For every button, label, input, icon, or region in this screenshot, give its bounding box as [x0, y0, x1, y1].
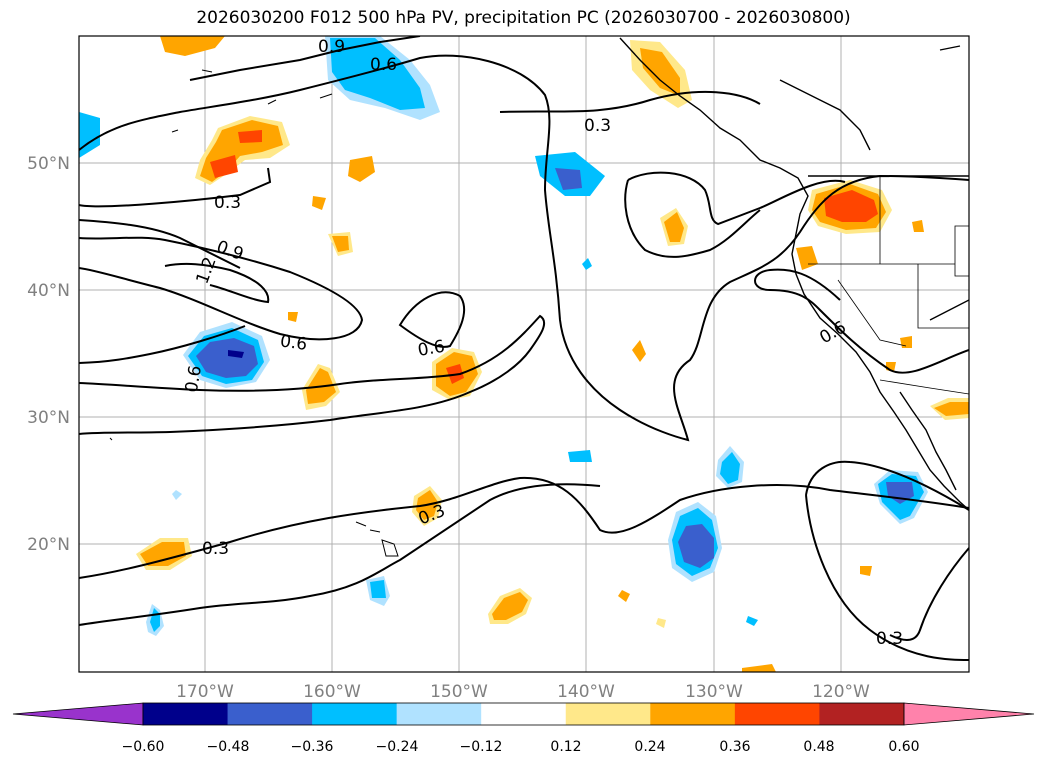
colorbar-label: 0.12	[550, 739, 581, 755]
colorbar-segment	[650, 703, 736, 725]
lon-label: 130°W	[685, 682, 743, 702]
colorbar-label: 0.60	[888, 739, 919, 755]
colorbar-label: 0.24	[634, 739, 665, 755]
colorbar-label: −0.48	[207, 739, 250, 755]
colorbar-segment	[734, 703, 820, 725]
colorbar-segment	[481, 703, 567, 725]
colorbar-segment	[227, 703, 313, 725]
contour-label: 0.3	[214, 193, 241, 213]
colorbar-label: 0.48	[803, 739, 834, 755]
colorbar-segment	[312, 703, 398, 725]
lon-label: 140°W	[557, 682, 615, 702]
lat-tick-labels: 50°N 40°N 30°N 20°N	[27, 154, 70, 555]
map-title: 2026030200 F012 500 hPa PV, precipitatio…	[196, 8, 851, 28]
lon-label: 160°W	[303, 682, 361, 702]
colorbar-extend-low	[12, 702, 144, 726]
contour-label: 0.3	[202, 539, 229, 559]
colorbar-segment	[143, 703, 229, 725]
colorbar-label: −0.24	[376, 739, 419, 755]
lon-label: 170°W	[176, 682, 234, 702]
lat-label: 30°N	[27, 408, 70, 428]
colorbar-segment	[565, 703, 651, 725]
lon-label: 150°W	[430, 682, 488, 702]
contour-label: 0.9	[318, 37, 345, 57]
contour-label: 0.6	[370, 55, 397, 75]
borders	[808, 176, 969, 395]
colorbar-frame	[142, 702, 905, 726]
colorbar-label: 0.36	[719, 739, 750, 755]
lon-tick-labels: 170°W 160°W 150°W 140°W 130°W 120°W	[176, 682, 870, 702]
contour-label: 0.6	[182, 364, 206, 394]
contour-label: 0.6	[416, 337, 446, 361]
lat-label: 50°N	[27, 154, 70, 174]
contour-label: 0.6	[279, 331, 309, 355]
colorbar-segment	[396, 703, 482, 725]
contour-label: 0.3	[584, 116, 611, 136]
colorbar-segment	[819, 703, 905, 725]
colorbar-tick-labels: −0.60 −0.48 −0.36 −0.24 −0.12 0.12 0.24 …	[122, 739, 920, 755]
pv-contours	[79, 36, 969, 661]
colorbar-label: −0.60	[122, 739, 165, 755]
colorbar-label: −0.36	[291, 739, 334, 755]
colorbar-label: −0.12	[460, 739, 503, 755]
islands	[109, 69, 399, 557]
map-frame	[78, 35, 970, 673]
lat-label: 40°N	[27, 281, 70, 301]
lat-label: 20°N	[27, 535, 70, 555]
lon-label: 120°W	[812, 682, 870, 702]
coastlines	[619, 37, 969, 511]
colorbar	[12, 702, 1035, 726]
colorbar-extend-high	[903, 702, 1035, 726]
contour-label: 0.3	[876, 629, 903, 649]
